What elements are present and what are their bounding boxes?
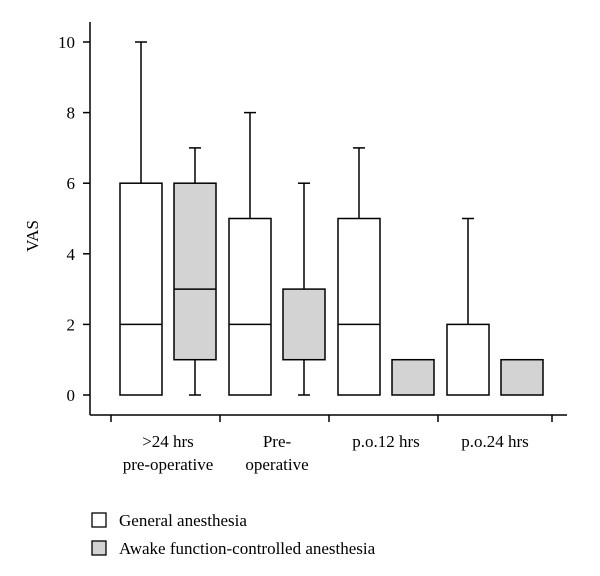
legend-swatch [91,512,107,528]
y-axis: 0 2 4 6 8 10 [58,22,91,415]
box-awake-4 [500,358,544,396]
box [391,358,435,396]
box-general-1 [119,41,163,396]
y-axis-title: VAS [23,220,42,252]
box-general-4 [446,217,490,396]
legend-label: Awake function-controlled anesthesia [119,539,376,558]
box [119,182,163,396]
y-tick-label: 4 [67,245,76,264]
plot-area [119,41,544,396]
box-awake-3 [391,358,435,396]
box-general-2 [228,111,272,396]
x-category-label: p.o.24 hrs [461,432,529,451]
box-awake-1 [173,147,217,396]
box [500,358,544,396]
legend-swatch [91,540,107,556]
y-tick-label: 8 [67,104,76,123]
box [228,217,272,396]
x-category-label: p.o.12 hrs [352,432,420,451]
y-tick-label: 0 [67,386,76,405]
box [282,288,326,361]
box-general-3 [337,147,381,396]
box-awake-2 [282,182,326,396]
x-category-label: >24 hrs pre-operative [123,432,214,474]
x-axis: >24 hrs pre-operative Pre-operative p.o.12 … [90,414,567,474]
y-tick-label: 6 [67,174,76,193]
box [446,323,490,396]
y-tick-label: 10 [58,33,75,52]
legend-label: General anesthesia [119,511,247,530]
box [337,217,381,396]
box [173,182,217,361]
y-tick-label: 2 [67,315,76,334]
x-category-label: Pre-operative [245,432,308,474]
legend: General anesthesia Awake function-control… [91,511,376,558]
